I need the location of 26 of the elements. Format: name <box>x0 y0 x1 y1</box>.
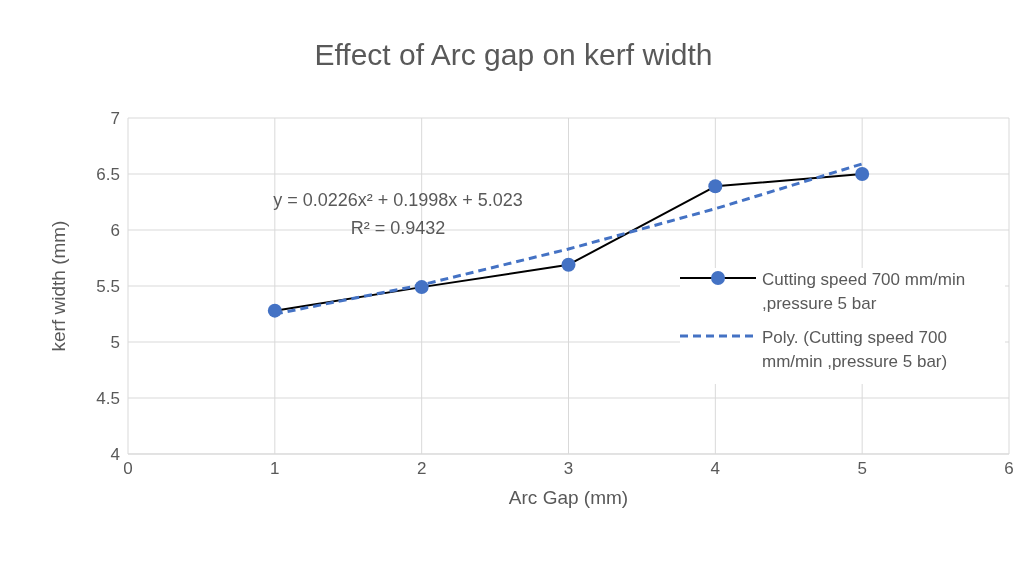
point <box>855 167 870 181</box>
x-axis-title: Arc Gap (mm) <box>508 487 629 508</box>
y-tick-label: 6.5 <box>96 165 120 185</box>
point <box>267 303 282 318</box>
point <box>708 179 723 194</box>
y-tick-label: 6 <box>110 221 120 241</box>
annotation: y = 0.0226x² + 0.1998x + 5.023 <box>272 189 524 212</box>
x-tick-label: 3 <box>563 459 574 479</box>
y-tick-label: 7 <box>110 109 120 129</box>
y-tick-label: 5.5 <box>96 277 120 297</box>
chart-title: Effect of Arc gap on kerf width <box>313 38 714 72</box>
x-tick-label: 0 <box>123 459 133 479</box>
x-tick-label: 6 <box>1004 459 1014 479</box>
y-tick-label: 4 <box>110 445 120 465</box>
point <box>414 280 429 295</box>
annotation: R² = 0.9432 <box>349 217 447 240</box>
x-tick-label: 5 <box>857 459 867 479</box>
legend-label: Cutting speed 700 mm/min ,pressure 5 bar <box>762 269 967 315</box>
y-tick-label: 5 <box>110 333 120 353</box>
x-tick-label: 4 <box>710 459 721 479</box>
legend-label: Poly. (Cutting speed 700 mm/min ,pressure 5 bar) <box>762 327 949 373</box>
x-tick-label: 1 <box>270 459 280 479</box>
y-axis-title: kerf width (mm) <box>47 220 69 352</box>
y-tick-label: 4.5 <box>96 389 120 409</box>
x-tick-label: 2 <box>416 459 427 479</box>
point <box>561 257 576 272</box>
